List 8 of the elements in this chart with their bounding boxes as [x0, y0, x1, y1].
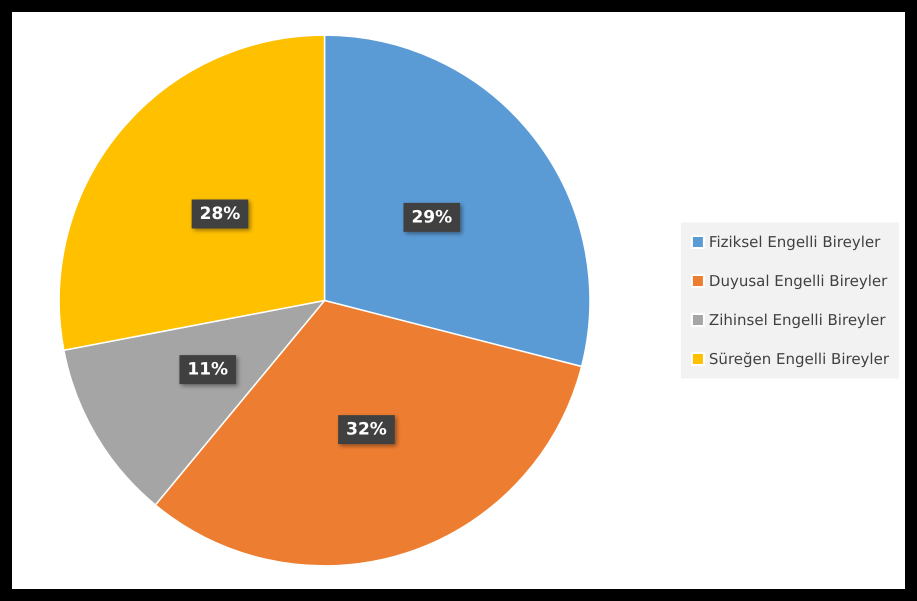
- legend-label: Fiziksel Engelli Bireyler: [708, 233, 882, 251]
- data-label: 32%: [346, 420, 387, 440]
- data-label: 28%: [200, 204, 240, 224]
- legend-label: Zihinsel Engelli Bireyler: [708, 311, 886, 329]
- legend-label: Duyusal Engelli Bireyler: [708, 272, 888, 290]
- legend-label: Süreğen Engelli Bireyler: [708, 350, 890, 368]
- data-label: 29%: [411, 207, 452, 228]
- data-label: 11%: [187, 360, 228, 380]
